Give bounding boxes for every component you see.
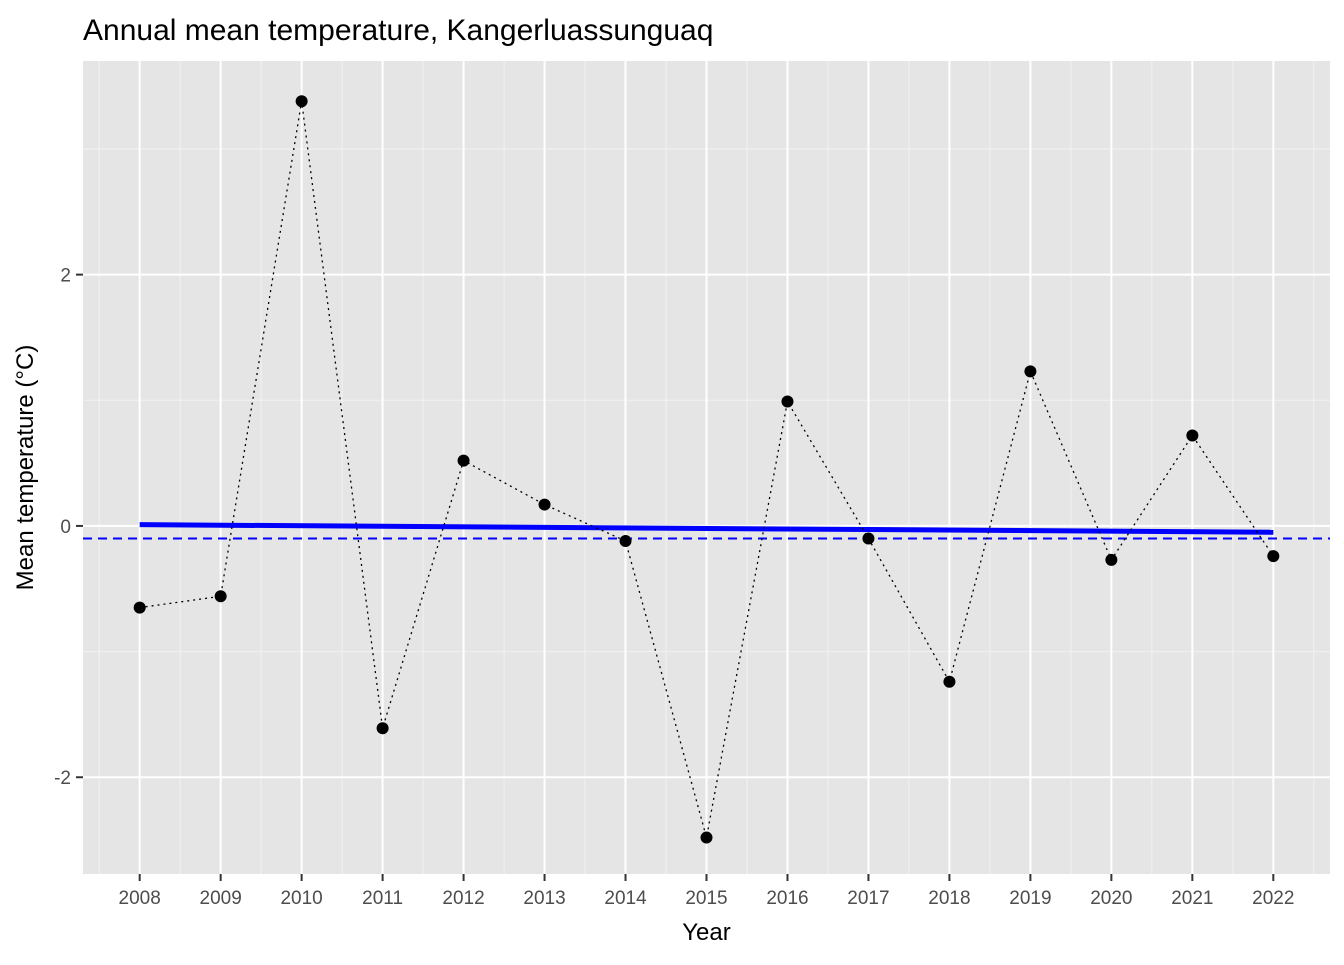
y-tick-label: 2 (60, 266, 71, 287)
x-tick-label: 2016 (766, 888, 808, 909)
data-point (1267, 550, 1280, 563)
chart-title: Annual mean temperature, Kangerluassungu… (83, 14, 713, 47)
x-tick-label: 2017 (847, 888, 889, 909)
trend-line-layer (139, 522, 1274, 535)
data-point (1186, 429, 1199, 442)
data-point (1105, 553, 1118, 566)
data-point (700, 831, 713, 844)
data-point (376, 722, 389, 735)
grid-minor (83, 61, 1330, 874)
grid-major (83, 61, 1330, 874)
x-tick-label: 2012 (442, 888, 484, 909)
y-axis-title: Mean temperature (°C) (12, 345, 39, 591)
x-tick-label: 2019 (1009, 888, 1051, 909)
x-tick-label: 2018 (928, 888, 970, 909)
x-axis: 2008 2009 2010 2011 2012 2013 2014 2015 2016 2017… (119, 874, 1294, 909)
data-point (619, 535, 632, 548)
data-point (295, 95, 308, 108)
x-tick-label: 2021 (1171, 888, 1213, 909)
y-axis: -2 0 2 (54, 266, 83, 789)
x-tick-label: 2020 (1090, 888, 1132, 909)
x-tick-label: 2009 (200, 888, 242, 909)
data-point (1024, 365, 1037, 378)
data-point (781, 395, 794, 408)
data-point (133, 601, 146, 614)
y-tick-label: 0 (60, 517, 71, 538)
data-point (538, 498, 551, 511)
x-tick-label: 2010 (280, 888, 322, 909)
data-point (214, 590, 227, 603)
x-axis-title: Year (682, 919, 731, 946)
x-tick-label: 2011 (362, 888, 403, 909)
data-point (862, 532, 875, 545)
x-tick-label: 2014 (604, 888, 647, 909)
trend-line (139, 522, 1274, 535)
x-tick-label: 2013 (523, 888, 565, 909)
y-tick-label: -2 (54, 768, 71, 789)
data-point (457, 454, 470, 467)
data-point (943, 675, 956, 688)
x-tick-label: 2008 (119, 888, 161, 909)
x-tick-label: 2022 (1252, 888, 1294, 909)
x-tick-label: 2015 (685, 888, 727, 909)
series-layer (133, 95, 1280, 844)
